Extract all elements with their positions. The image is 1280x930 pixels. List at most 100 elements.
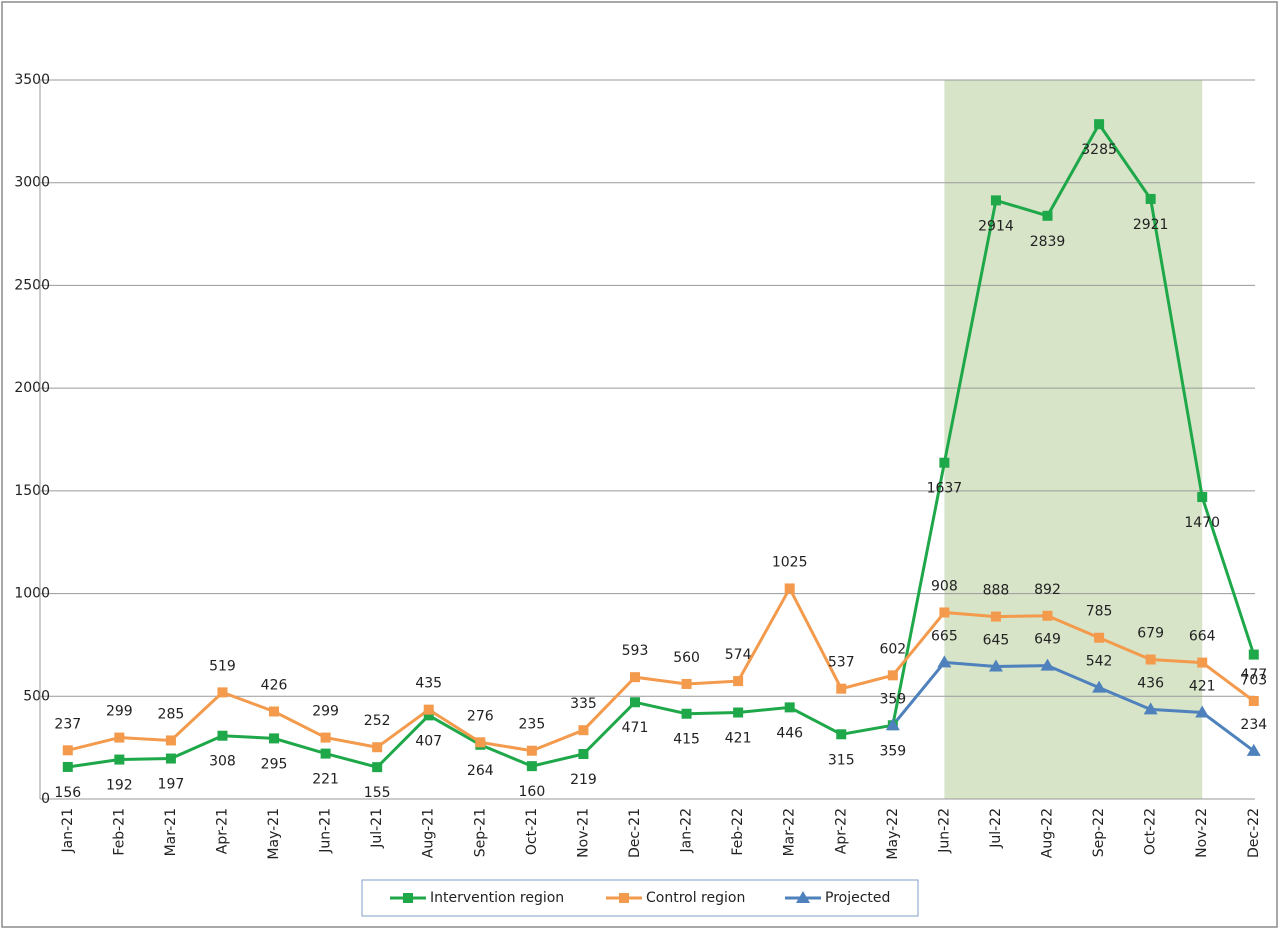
marker [887, 670, 898, 681]
x-tick-label: Jan-22 [679, 808, 695, 853]
data-label: 2921 [1133, 217, 1169, 233]
x-tick-label: Jun-22 [936, 808, 952, 854]
marker [62, 761, 73, 772]
data-label: 537 [828, 655, 855, 671]
marker [939, 607, 950, 618]
data-label: 299 [312, 704, 339, 720]
marker [939, 457, 950, 468]
legend-label: Control region [646, 890, 745, 906]
y-tick-label: 3500 [14, 72, 50, 88]
x-tick-label: Nov-22 [1194, 808, 1210, 858]
marker [1197, 492, 1208, 503]
y-tick-label: 2500 [14, 277, 50, 293]
y-tick-label: 3000 [14, 175, 50, 191]
marker [217, 730, 228, 741]
x-tick-label: Sep-21 [472, 808, 488, 857]
marker [372, 762, 383, 773]
data-label: 155 [364, 785, 391, 801]
legend-marker [796, 891, 810, 903]
x-tick-label: Oct-22 [1143, 808, 1159, 855]
marker [165, 735, 176, 746]
legend-label: Intervention region [430, 890, 564, 906]
data-label: 156 [54, 785, 81, 801]
marker [1145, 193, 1156, 204]
marker [1042, 210, 1053, 221]
data-label: 407 [415, 733, 442, 749]
data-label: 645 [983, 632, 1010, 648]
data-label: 295 [261, 756, 288, 772]
data-label: 234 [1240, 717, 1267, 733]
data-label: 221 [312, 772, 339, 788]
data-label: 421 [1189, 679, 1216, 695]
data-label: 471 [622, 720, 649, 736]
marker [1094, 632, 1105, 643]
marker [475, 737, 486, 748]
marker [372, 742, 383, 753]
data-label: 785 [1086, 604, 1113, 620]
data-label: 2839 [1030, 234, 1066, 250]
marker [217, 687, 228, 698]
data-label: 359 [879, 743, 906, 759]
data-label: 649 [1034, 632, 1061, 648]
data-label: 519 [209, 658, 236, 674]
marker [733, 707, 744, 718]
marker [1145, 654, 1156, 665]
data-label: 308 [209, 754, 236, 770]
marker [681, 678, 692, 689]
data-label: 703 [1240, 673, 1267, 689]
marker [62, 745, 73, 756]
marker [681, 708, 692, 719]
data-label: 264 [467, 763, 494, 779]
marker [784, 583, 795, 594]
x-tick-label: Jun-21 [318, 808, 334, 854]
data-label: 446 [776, 725, 803, 741]
data-label: 421 [725, 731, 752, 747]
data-label: 276 [467, 708, 494, 724]
marker [1042, 610, 1053, 621]
marker [784, 702, 795, 713]
data-label: 299 [106, 704, 133, 720]
x-tick-label: Nov-21 [575, 808, 591, 858]
marker [320, 732, 331, 743]
data-label: 679 [1137, 626, 1164, 642]
marker [423, 710, 434, 721]
marker [885, 718, 900, 731]
series-line [67, 121, 1256, 769]
x-tick-label: Apr-22 [833, 808, 849, 854]
x-tick-label: Sep-22 [1091, 808, 1107, 857]
data-label: 436 [1137, 675, 1164, 691]
y-tick-label: 2000 [14, 380, 50, 396]
data-label: 160 [519, 784, 546, 800]
data-label: 3285 [1081, 142, 1117, 158]
data-label: 664 [1189, 629, 1216, 645]
data-label: 335 [570, 696, 597, 712]
x-tick-label: Feb-21 [111, 808, 127, 856]
data-label: 888 [983, 583, 1010, 599]
data-label: 435 [415, 676, 442, 692]
marker [320, 748, 331, 759]
x-tick-label: Dec-21 [627, 808, 643, 858]
data-label: 477 [1240, 667, 1267, 683]
data-label: 602 [879, 641, 906, 657]
y-tick-label: 0 [41, 791, 50, 807]
series-line [891, 660, 1255, 753]
x-tick-label: Feb-22 [730, 808, 746, 856]
legend-label: Projected [825, 890, 890, 906]
marker [1094, 119, 1105, 130]
marker [114, 754, 125, 765]
data-label: 252 [364, 713, 391, 729]
data-label: 908 [931, 578, 958, 594]
marker [269, 706, 280, 717]
legend-marker [619, 893, 629, 903]
marker [269, 733, 280, 744]
data-label: 315 [828, 752, 855, 768]
marker [629, 672, 640, 683]
data-label: 235 [519, 717, 546, 733]
marker [1092, 680, 1107, 693]
data-label: 560 [673, 650, 700, 666]
marker [1040, 658, 1055, 671]
data-label: 219 [570, 772, 597, 788]
data-label: 1470 [1184, 515, 1220, 531]
marker [1197, 657, 1208, 668]
